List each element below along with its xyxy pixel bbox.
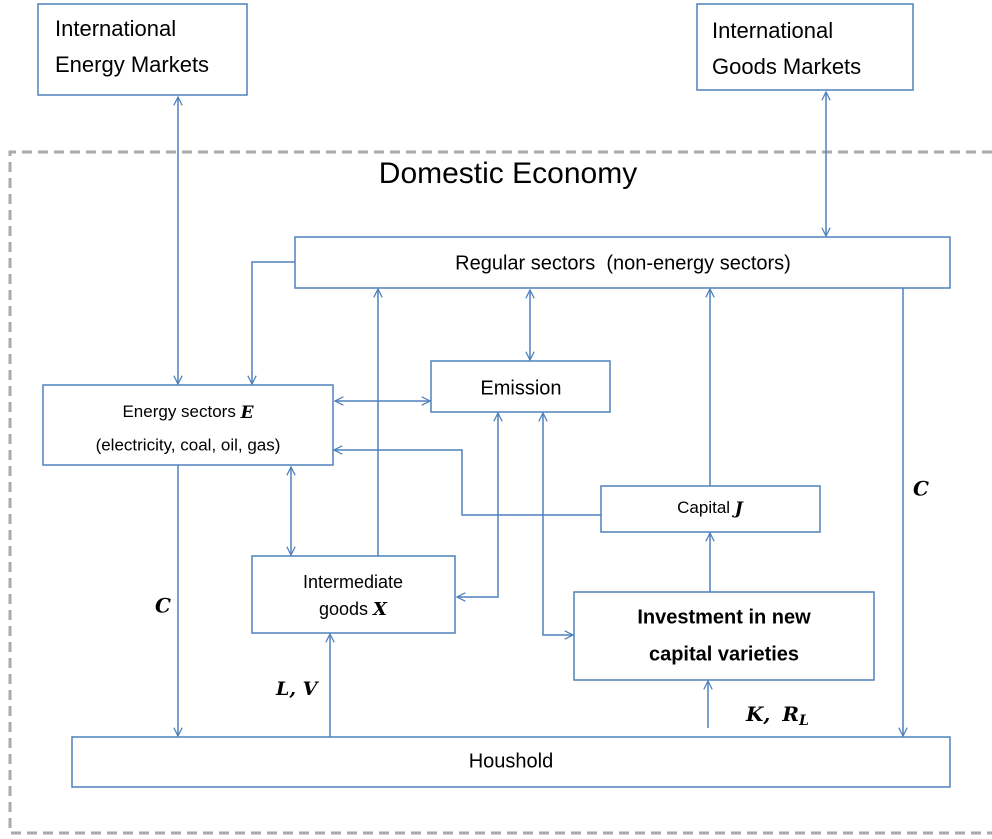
node-box [696, 3, 914, 91]
node-label: Energy Markets [55, 52, 209, 77]
node-text: goods [319, 599, 368, 619]
domestic-title: Domestic Economy [379, 157, 637, 190]
node-box [600, 485, 821, 533]
node-label: Emission [480, 377, 561, 399]
node-box [71, 736, 951, 788]
arrow [334, 450, 601, 516]
node-box [251, 555, 456, 634]
node-label: capital varieties [649, 643, 799, 665]
node-box [42, 384, 334, 466]
node-label: Regular sectors (non-energy sectors) [455, 252, 791, 274]
flow-label-sub: L [798, 713, 809, 729]
node-box [294, 236, 951, 289]
node-label: Investment in new [637, 606, 811, 628]
node-text: Capital [677, 498, 730, 517]
node-label: International [55, 16, 176, 41]
node-text: Energy sectors [122, 402, 235, 421]
node-box [37, 3, 248, 96]
arrow [252, 261, 295, 384]
flow-label-part: R [781, 702, 799, 726]
node-box [573, 591, 875, 681]
node-symbol: J [732, 499, 744, 519]
node-box [430, 360, 611, 413]
arrow [543, 413, 573, 635]
node-label: International [712, 18, 833, 43]
flow-label: K, RL [745, 702, 809, 730]
node-symbol: E [240, 403, 255, 423]
domestic-boundary [8, 150, 992, 835]
flow-label: C [913, 477, 929, 501]
arrow [457, 413, 498, 597]
node-label: (electricity, coal, oil, gas) [96, 435, 281, 454]
node-label: Energy sectors E [122, 402, 254, 422]
node-label: Houshold [469, 750, 554, 772]
node-label: Intermediate [303, 572, 403, 592]
flow-label: C [155, 594, 171, 618]
flow-label: L, V [275, 678, 320, 700]
flow-label-part: K, [745, 702, 770, 726]
arrows [178, 92, 903, 737]
node-label: goods X [319, 599, 388, 620]
node-label: Capital J [677, 498, 744, 518]
node-symbol: X [372, 599, 388, 620]
node-label: Goods Markets [712, 54, 861, 79]
